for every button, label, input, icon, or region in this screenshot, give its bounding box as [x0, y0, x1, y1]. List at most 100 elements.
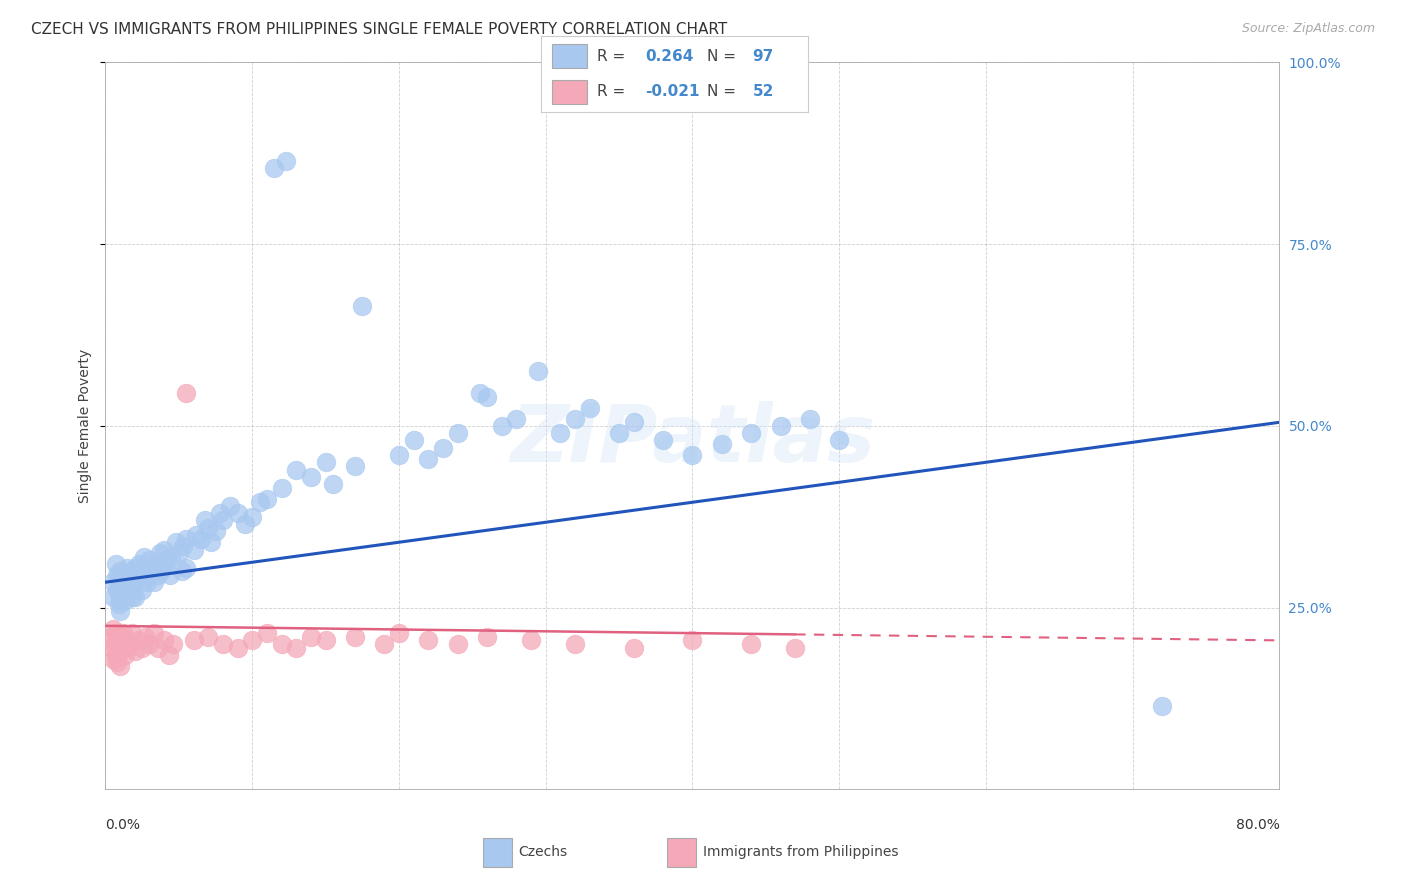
Point	[131, 565, 153, 579]
Point	[682, 633, 704, 648]
Point	[256, 491, 278, 506]
Point	[197, 521, 219, 535]
Point	[110, 637, 132, 651]
Point	[135, 575, 157, 590]
Point	[174, 532, 197, 546]
Point	[112, 590, 135, 604]
Text: R =: R =	[598, 49, 630, 63]
Point	[112, 575, 135, 590]
Point	[285, 640, 308, 655]
Point	[117, 572, 139, 586]
Point	[105, 568, 128, 582]
Point	[183, 633, 205, 648]
Point	[108, 630, 131, 644]
Point	[107, 640, 129, 655]
Point	[162, 637, 184, 651]
Point	[115, 593, 138, 607]
Point	[101, 623, 124, 637]
Point	[124, 590, 146, 604]
Point	[1150, 698, 1173, 713]
Point	[138, 568, 160, 582]
Point	[418, 451, 440, 466]
Point	[226, 640, 249, 655]
Point	[623, 415, 645, 429]
Point	[211, 637, 233, 651]
Point	[117, 640, 139, 655]
Point	[124, 560, 146, 574]
Point	[146, 557, 169, 571]
Point	[270, 637, 292, 651]
Point	[208, 506, 231, 520]
Point	[117, 586, 139, 600]
Point	[149, 546, 172, 560]
Point	[142, 575, 165, 590]
Point	[104, 626, 127, 640]
Text: 0.0%: 0.0%	[105, 818, 141, 832]
Point	[118, 637, 141, 651]
Point	[172, 539, 194, 553]
Text: 52: 52	[752, 84, 773, 98]
Text: N =: N =	[707, 84, 735, 98]
FancyBboxPatch shape	[666, 838, 696, 867]
Point	[100, 640, 122, 655]
Point	[153, 633, 176, 648]
Point	[249, 495, 271, 509]
Point	[710, 437, 733, 451]
Point	[138, 553, 160, 567]
Point	[607, 426, 630, 441]
Point	[475, 630, 498, 644]
FancyBboxPatch shape	[553, 79, 586, 104]
Point	[108, 593, 131, 607]
Point	[194, 513, 217, 527]
Point	[108, 658, 131, 673]
Point	[446, 426, 468, 441]
Point	[114, 648, 136, 662]
Text: R =: R =	[598, 84, 630, 98]
Text: CZECH VS IMMIGRANTS FROM PHILIPPINES SINGLE FEMALE POVERTY CORRELATION CHART: CZECH VS IMMIGRANTS FROM PHILIPPINES SIN…	[31, 22, 727, 37]
Point	[105, 582, 128, 597]
Point	[432, 441, 454, 455]
Point	[160, 549, 183, 564]
Point	[343, 458, 366, 473]
Point	[114, 568, 136, 582]
Point	[124, 644, 146, 658]
Point	[240, 509, 263, 524]
Text: 97: 97	[752, 49, 773, 63]
Point	[124, 575, 146, 590]
Point	[108, 579, 131, 593]
Point	[105, 633, 128, 648]
Text: N =: N =	[707, 49, 735, 63]
Point	[373, 637, 395, 651]
Point	[200, 535, 222, 549]
Point	[388, 448, 411, 462]
Point	[153, 542, 176, 557]
Point	[190, 532, 212, 546]
Point	[475, 390, 498, 404]
Point	[446, 637, 468, 651]
Point	[98, 630, 121, 644]
Point	[104, 648, 127, 662]
FancyBboxPatch shape	[482, 838, 512, 867]
Point	[174, 386, 197, 401]
Point	[107, 597, 129, 611]
Point	[112, 626, 135, 640]
Point	[104, 557, 127, 571]
Text: Source: ZipAtlas.com: Source: ZipAtlas.com	[1241, 22, 1375, 36]
Point	[167, 546, 190, 560]
Point	[121, 568, 143, 582]
Point	[740, 637, 762, 651]
Point	[520, 633, 543, 648]
Point	[550, 426, 572, 441]
Point	[564, 411, 586, 425]
Point	[233, 517, 256, 532]
Point	[159, 568, 181, 582]
Point	[343, 630, 366, 644]
Point	[118, 582, 141, 597]
Text: Czechs: Czechs	[519, 845, 568, 859]
Point	[263, 161, 285, 175]
Point	[108, 565, 131, 579]
Point	[127, 633, 149, 648]
Point	[315, 633, 337, 648]
Point	[117, 560, 139, 574]
Point	[150, 565, 173, 579]
